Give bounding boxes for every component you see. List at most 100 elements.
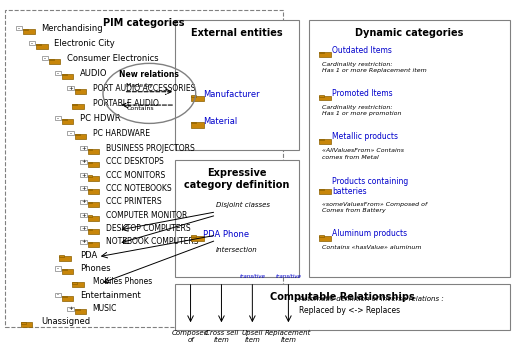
- FancyBboxPatch shape: [23, 29, 35, 34]
- FancyBboxPatch shape: [88, 176, 99, 181]
- Text: -: -: [57, 293, 59, 298]
- FancyBboxPatch shape: [59, 256, 71, 260]
- FancyBboxPatch shape: [319, 96, 331, 100]
- Text: BUSINESS PROJECTORS: BUSINESS PROJECTORS: [106, 144, 194, 153]
- Text: PDA Phone: PDA Phone: [203, 230, 250, 239]
- FancyBboxPatch shape: [319, 52, 324, 53]
- FancyBboxPatch shape: [191, 95, 196, 97]
- Text: Made by: Made by: [126, 83, 153, 88]
- FancyBboxPatch shape: [88, 215, 93, 217]
- FancyBboxPatch shape: [88, 202, 99, 207]
- FancyBboxPatch shape: [88, 162, 93, 163]
- FancyBboxPatch shape: [49, 59, 60, 64]
- Text: Outdated Items: Outdated Items: [332, 45, 392, 55]
- FancyBboxPatch shape: [319, 52, 331, 57]
- FancyBboxPatch shape: [29, 41, 35, 45]
- Text: +: +: [81, 226, 86, 231]
- FancyBboxPatch shape: [80, 240, 87, 244]
- FancyBboxPatch shape: [62, 269, 73, 274]
- Text: -: -: [18, 26, 20, 31]
- Text: PORT AUDIO ACCESSORIES: PORT AUDIO ACCESSORIES: [93, 84, 195, 93]
- FancyBboxPatch shape: [59, 256, 64, 257]
- Text: PIM categories: PIM categories: [104, 18, 185, 28]
- Text: Phones: Phones: [80, 264, 110, 273]
- Text: Merchandising: Merchandising: [41, 24, 103, 33]
- FancyBboxPatch shape: [88, 242, 93, 244]
- FancyBboxPatch shape: [319, 95, 324, 97]
- Text: Cardinality restriction:
Has 1 or more Replacement item: Cardinality restriction: Has 1 or more R…: [322, 62, 426, 73]
- Text: Expressive
category definition: Expressive category definition: [184, 169, 289, 190]
- Text: PDA: PDA: [80, 251, 97, 260]
- FancyBboxPatch shape: [80, 226, 87, 230]
- FancyBboxPatch shape: [62, 295, 67, 297]
- Text: Material: Material: [203, 117, 238, 126]
- FancyBboxPatch shape: [75, 89, 80, 90]
- FancyBboxPatch shape: [55, 267, 61, 270]
- Text: Dynamic categories: Dynamic categories: [355, 28, 464, 38]
- Text: Aluminum products: Aluminum products: [332, 229, 407, 238]
- Text: Composed
of: Composed of: [172, 330, 209, 343]
- Text: PC HARDWARE: PC HARDWARE: [93, 129, 150, 138]
- Text: Contains «hasValue» aluminum: Contains «hasValue» aluminum: [322, 245, 421, 250]
- Text: Products containing
batteries: Products containing batteries: [332, 177, 408, 196]
- FancyBboxPatch shape: [72, 104, 83, 109]
- Text: Replaced by <-> Replaces: Replaced by <-> Replaces: [299, 306, 400, 315]
- Text: Upsell
item: Upsell item: [242, 330, 263, 343]
- FancyBboxPatch shape: [72, 104, 77, 105]
- FancyBboxPatch shape: [191, 96, 203, 101]
- Text: Entertainment: Entertainment: [80, 291, 141, 300]
- FancyBboxPatch shape: [80, 173, 87, 177]
- Text: +: +: [68, 306, 73, 311]
- FancyBboxPatch shape: [88, 229, 93, 230]
- FancyBboxPatch shape: [62, 296, 73, 301]
- FancyBboxPatch shape: [21, 322, 32, 327]
- FancyBboxPatch shape: [319, 139, 331, 144]
- Text: Unassigned: Unassigned: [41, 318, 90, 326]
- FancyBboxPatch shape: [36, 44, 47, 49]
- FancyBboxPatch shape: [67, 307, 74, 311]
- Text: transitive: transitive: [276, 273, 301, 279]
- FancyBboxPatch shape: [55, 116, 61, 120]
- Text: NOTEBOOK COMPUTERS: NOTEBOOK COMPUTERS: [106, 237, 198, 246]
- FancyBboxPatch shape: [16, 26, 22, 30]
- Text: -: -: [57, 266, 59, 271]
- Text: +: +: [81, 199, 86, 204]
- FancyBboxPatch shape: [88, 149, 93, 150]
- Text: +: +: [81, 239, 86, 244]
- Text: CCC NOTEBOOKS: CCC NOTEBOOKS: [106, 184, 171, 193]
- FancyBboxPatch shape: [80, 200, 87, 204]
- Text: Promoted Items: Promoted Items: [332, 89, 393, 98]
- FancyBboxPatch shape: [49, 59, 54, 60]
- Text: MUSIC: MUSIC: [93, 304, 117, 313]
- Text: Cardinality restriction:
Has 1 or more promotion: Cardinality restriction: Has 1 or more p…: [322, 105, 401, 116]
- FancyBboxPatch shape: [88, 202, 93, 203]
- Text: AUDIO: AUDIO: [80, 69, 107, 78]
- FancyBboxPatch shape: [80, 213, 87, 217]
- FancyBboxPatch shape: [319, 139, 324, 140]
- Text: New relations: New relations: [119, 70, 179, 79]
- FancyBboxPatch shape: [75, 309, 86, 314]
- Text: «someValuesFrom» Composed of
Comes from Battery: «someValuesFrom» Composed of Comes from …: [322, 202, 427, 213]
- FancyBboxPatch shape: [88, 149, 99, 154]
- FancyBboxPatch shape: [88, 162, 99, 167]
- Text: -: -: [57, 116, 59, 121]
- Text: CCC MONITORS: CCC MONITORS: [106, 171, 165, 180]
- FancyBboxPatch shape: [88, 189, 93, 190]
- FancyBboxPatch shape: [88, 189, 99, 194]
- Text: +: +: [81, 186, 86, 191]
- FancyBboxPatch shape: [55, 293, 61, 297]
- FancyBboxPatch shape: [175, 160, 299, 277]
- Text: -: -: [31, 41, 33, 46]
- FancyBboxPatch shape: [5, 10, 283, 327]
- Text: CCC DESKTOPS: CCC DESKTOPS: [106, 157, 163, 166]
- Text: External entities: External entities: [191, 28, 283, 38]
- FancyBboxPatch shape: [72, 282, 77, 283]
- Text: +: +: [81, 213, 86, 218]
- FancyBboxPatch shape: [67, 86, 74, 90]
- Text: DESKTOP COMPUTERS: DESKTOP COMPUTERS: [106, 224, 190, 233]
- FancyBboxPatch shape: [175, 283, 510, 330]
- FancyBboxPatch shape: [88, 243, 99, 247]
- FancyBboxPatch shape: [75, 89, 86, 94]
- Text: +: +: [81, 159, 86, 164]
- Text: Automatic definition of inverse relations :: Automatic definition of inverse relation…: [299, 295, 444, 302]
